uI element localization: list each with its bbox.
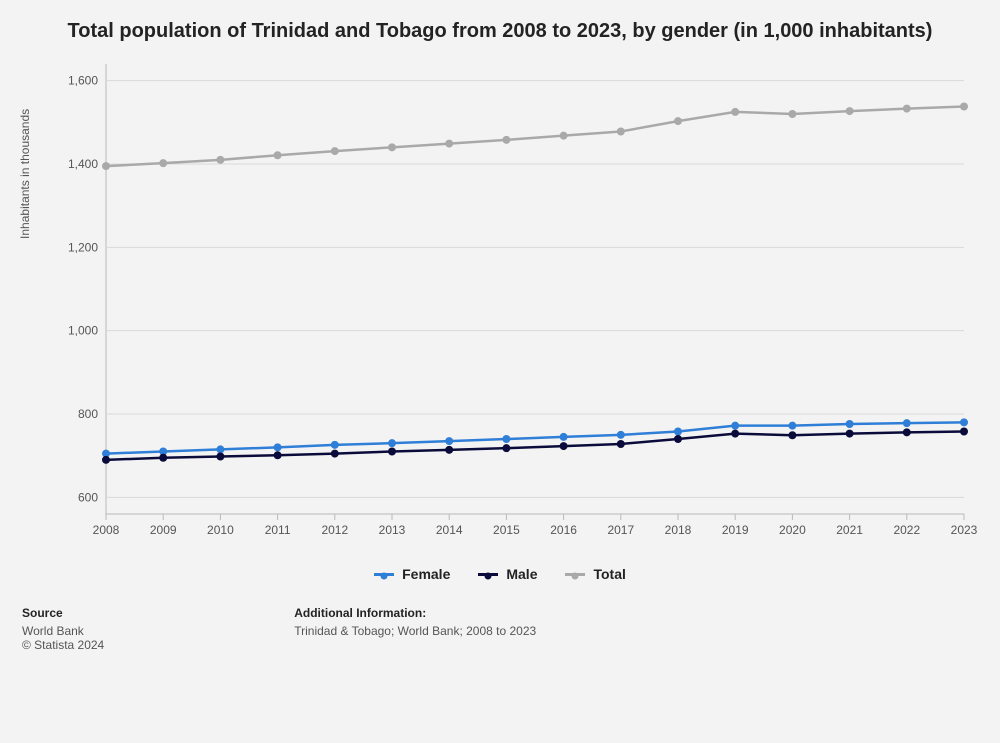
svg-text:2012: 2012 bbox=[321, 523, 348, 537]
svg-text:2017: 2017 bbox=[607, 523, 634, 537]
legend-label: Total bbox=[593, 566, 625, 582]
source-block: Source World Bank © Statista 2024 bbox=[22, 606, 104, 652]
svg-text:2010: 2010 bbox=[207, 523, 234, 537]
svg-text:2021: 2021 bbox=[836, 523, 863, 537]
legend-label: Female bbox=[402, 566, 450, 582]
svg-text:1,600: 1,600 bbox=[68, 74, 98, 88]
svg-text:2015: 2015 bbox=[493, 523, 520, 537]
legend-swatch bbox=[478, 573, 498, 576]
legend-item-female[interactable]: Female bbox=[374, 566, 450, 582]
additional-label: Additional Information: bbox=[294, 606, 536, 620]
svg-text:800: 800 bbox=[78, 407, 98, 421]
svg-text:1,200: 1,200 bbox=[68, 240, 98, 254]
svg-text:2022: 2022 bbox=[893, 523, 920, 537]
svg-text:2023: 2023 bbox=[951, 523, 978, 537]
legend: Female Male Total bbox=[22, 566, 978, 582]
chart-title: Total population of Trinidad and Tobago … bbox=[60, 18, 940, 44]
legend-label: Male bbox=[506, 566, 537, 582]
svg-text:2016: 2016 bbox=[550, 523, 577, 537]
legend-item-total[interactable]: Total bbox=[565, 566, 625, 582]
svg-text:2013: 2013 bbox=[379, 523, 406, 537]
chart-footer: Source World Bank © Statista 2024 Additi… bbox=[22, 606, 978, 652]
svg-text:2009: 2009 bbox=[150, 523, 177, 537]
svg-text:600: 600 bbox=[78, 490, 98, 504]
legend-swatch bbox=[374, 573, 394, 576]
svg-text:2018: 2018 bbox=[665, 523, 692, 537]
source-label: Source bbox=[22, 606, 104, 620]
additional-text: Trinidad & Tobago; World Bank; 2008 to 2… bbox=[294, 624, 536, 638]
chart-area: Inhabitants in thousands 6008001,0001,20… bbox=[22, 54, 978, 554]
additional-block: Additional Information: Trinidad & Tobag… bbox=[294, 606, 536, 652]
svg-text:2011: 2011 bbox=[265, 523, 291, 537]
legend-swatch bbox=[565, 573, 585, 576]
source-text: World Bank bbox=[22, 624, 84, 638]
copyright-text: © Statista 2024 bbox=[22, 638, 104, 652]
svg-text:2019: 2019 bbox=[722, 523, 749, 537]
legend-item-male[interactable]: Male bbox=[478, 566, 537, 582]
svg-text:2020: 2020 bbox=[779, 523, 806, 537]
y-axis-label: Inhabitants in thousands bbox=[18, 109, 32, 239]
svg-text:2008: 2008 bbox=[93, 523, 120, 537]
svg-text:1,400: 1,400 bbox=[68, 157, 98, 171]
line-chart: 600 800 1,000 1,200 1,400 1,600 2008 2009 2010 20… bbox=[22, 54, 982, 554]
svg-text:2014: 2014 bbox=[436, 523, 463, 537]
svg-text:1,000: 1,000 bbox=[68, 324, 98, 338]
